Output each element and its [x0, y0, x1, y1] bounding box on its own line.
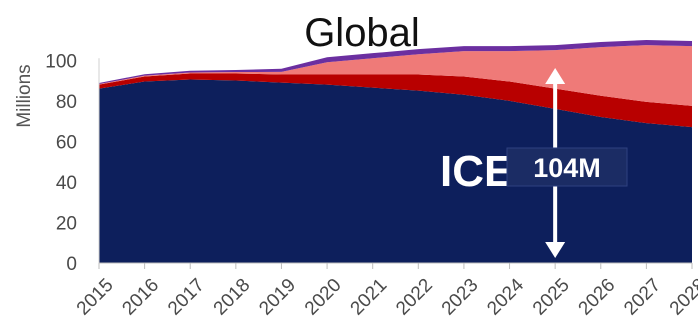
- x-tick-label: 2020: [301, 275, 346, 320]
- x-tick-label: 2023: [438, 275, 483, 320]
- area-series-3: [99, 45, 692, 106]
- value-badge: [506, 147, 628, 187]
- y-tick-label: 40: [56, 173, 77, 194]
- area-series-1: [99, 79, 692, 263]
- value-badge-text: 104M: [533, 153, 601, 183]
- x-tick-label: 2015: [73, 275, 118, 320]
- x-tick-label: 2019: [255, 275, 300, 320]
- y-tick-label: 80: [56, 92, 77, 113]
- x-tick-label: 2026: [575, 275, 620, 320]
- area-series-4: [99, 40, 692, 84]
- x-tick-label: 2025: [529, 275, 574, 320]
- x-tick-label: 2021: [347, 275, 392, 320]
- area-series-group: [99, 40, 692, 263]
- y-tick-label: 0: [66, 254, 77, 275]
- arrow-head-up: [545, 68, 566, 84]
- x-tick-label: 2024: [483, 274, 528, 319]
- x-tick-label: 2016: [118, 275, 163, 320]
- x-tick-label: 2027: [620, 275, 665, 320]
- y-tick-label: 60: [56, 132, 77, 153]
- x-tick-label: 2022: [392, 275, 437, 320]
- y-tick-label: 100: [45, 51, 77, 72]
- y-tick-label: 20: [56, 213, 77, 234]
- x-tick-labels: 2015 2016 2017 2018 2019 2020 2021 2022 2023 2024…: [73, 274, 698, 319]
- x-tick-label: 2018: [210, 275, 255, 320]
- ice-callout: ICE 104M: [440, 68, 628, 258]
- area-series-2: [99, 73, 692, 128]
- y-axis-label: Millions: [14, 64, 35, 127]
- chart-title: Global: [304, 11, 420, 55]
- axes: [98, 58, 693, 269]
- x-tick-label: 2017: [164, 275, 209, 320]
- ice-label: ICE: [440, 147, 513, 196]
- arrow-head-down: [545, 242, 566, 258]
- y-tick-labels: 0 20 40 60 80 100: [45, 51, 77, 275]
- x-tick-label: 2028: [666, 275, 698, 320]
